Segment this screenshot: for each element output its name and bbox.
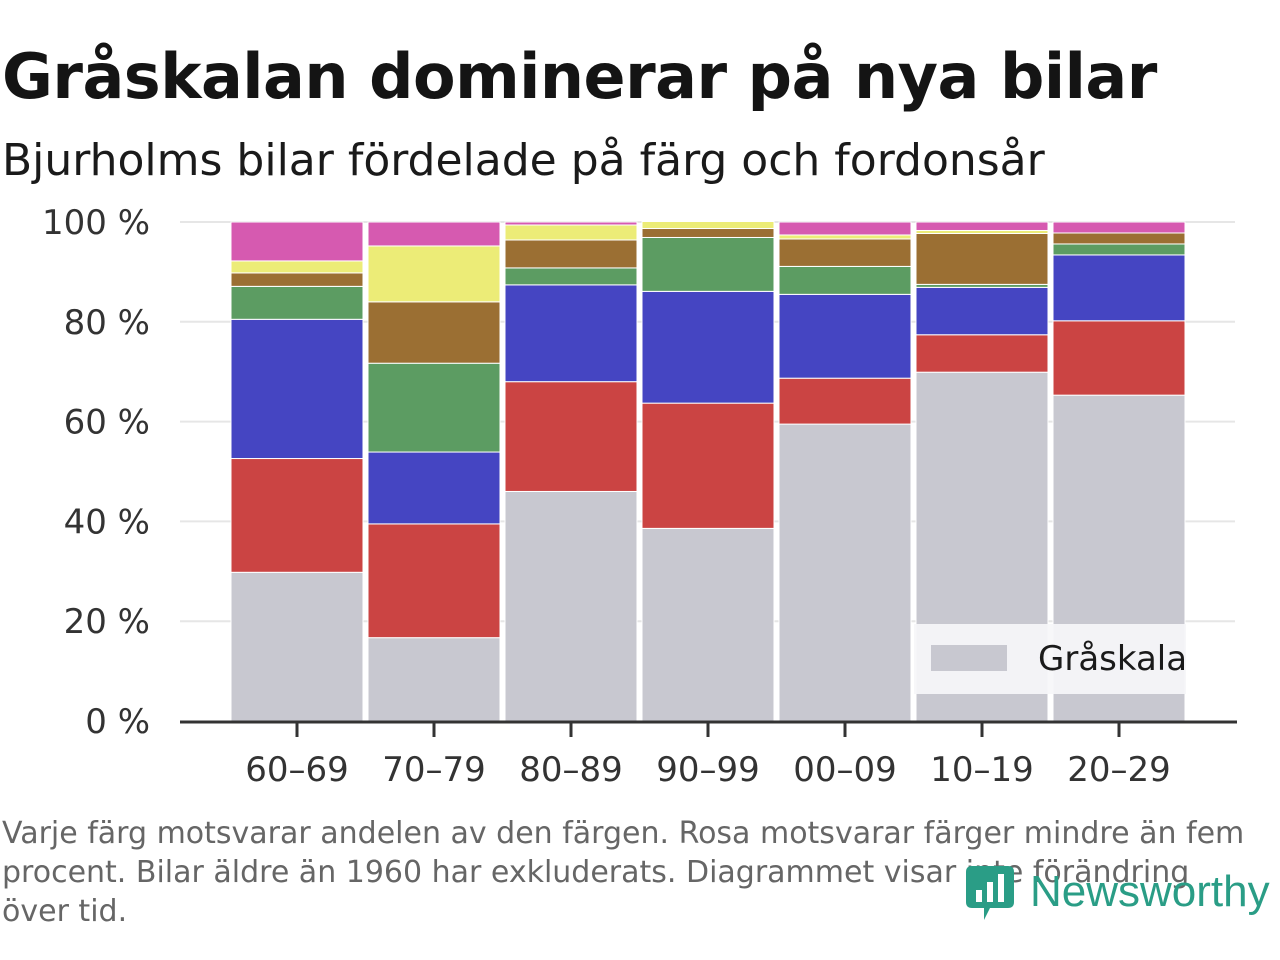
bar-segment-80–89-4: [504, 239, 638, 269]
bar-segment-90–99-4: [641, 227, 775, 238]
newsworthy-logo: Newsworthy: [964, 862, 1270, 922]
x-tick-label: 90–99: [656, 750, 760, 790]
bar-segment-00–09-2: [778, 293, 912, 379]
bars: [230, 221, 1186, 722]
legend-swatch: [931, 645, 1007, 671]
bar-segment-60–69-3: [230, 285, 364, 320]
bar-segment-70–79-0: [367, 637, 501, 722]
x-tick-label: 80–89: [519, 750, 623, 790]
bar-segment-60–69-4: [230, 272, 364, 287]
bar-segment-80–89-0: [504, 490, 638, 722]
bar-segment-60–69-2: [230, 318, 364, 460]
bar-segment-70–79-4: [367, 301, 501, 364]
bar-segment-20–29-6: [1052, 221, 1186, 234]
bar-chart-icon: [966, 866, 1014, 920]
bar-segment-10–19-1: [915, 334, 1049, 373]
bar-segment-90–99-1: [641, 402, 775, 529]
bar-segment-00–09-5: [778, 234, 912, 240]
logo-text: Newsworthy: [1030, 867, 1270, 916]
chart-subtitle: Bjurholms bilar fördelade på färg och fo…: [2, 135, 1045, 186]
legend-label: Gråskala: [1038, 639, 1187, 679]
y-axis-labels: 0 % 20 % 40 % 60 % 80 % 100 %: [42, 203, 150, 742]
x-axis: 60–69 70–79 80–89 90–99 00–09 10–19 20–29: [180, 720, 1237, 790]
legend: Gråskala: [914, 624, 1187, 694]
bar-segment-00–09-4: [778, 238, 912, 267]
bar-segment-10–19-2: [915, 286, 1049, 336]
bar-segment-20–29-3: [1052, 243, 1186, 256]
bar-segment-70–79-2: [367, 451, 501, 525]
bar-segment-00–09-3: [778, 265, 912, 295]
bar-segment-70–79-1: [367, 523, 501, 639]
bar-segment-80–89-2: [504, 284, 638, 383]
bar-segment-80–89-6: [504, 221, 638, 226]
bar-segment-90–99-3: [641, 236, 775, 292]
bar-segment-90–99-0: [641, 527, 775, 722]
bar-segment-60–69-1: [230, 458, 364, 573]
bar-segment-80–89-3: [504, 267, 638, 286]
y-tick-label: 80 %: [64, 303, 150, 343]
bar-segment-60–69-5: [230, 260, 364, 274]
x-tick-label: 60–69: [245, 750, 349, 790]
bar-segment-90–99-5: [641, 221, 775, 229]
bar-segment-70–79-3: [367, 362, 501, 453]
stacked-bar-chart: 0 % 20 % 40 % 60 % 80 % 100 % 60–69 70–79 80–89…: [42, 203, 1237, 790]
y-tick-label: 0 %: [85, 702, 150, 742]
x-tick-label: 10–19: [930, 750, 1034, 790]
bar-segment-20–29-4: [1052, 232, 1186, 245]
y-tick-label: 20 %: [64, 602, 150, 642]
bar-segment-20–29-2: [1052, 254, 1186, 322]
y-tick-label: 100 %: [42, 203, 150, 243]
x-tick-label: 20–29: [1067, 750, 1171, 790]
bar-segment-70–79-5: [367, 245, 501, 303]
bar-segment-10–19-6: [915, 221, 1049, 231]
bar-segment-00–09-6: [778, 221, 912, 236]
x-tick-label: 00–09: [793, 750, 897, 790]
chart-title: Gråskalan dominerar på nya bilar: [2, 40, 1157, 113]
bar-segment-00–09-0: [778, 423, 912, 722]
bar-segment-70–79-6: [367, 221, 501, 247]
bar-segment-60–69-0: [230, 571, 364, 722]
bar-segment-90–99-2: [641, 290, 775, 404]
bar-segment-00–09-1: [778, 377, 912, 425]
y-tick-label: 60 %: [64, 403, 150, 443]
bar-segment-80–89-1: [504, 381, 638, 492]
bar-segment-80–89-5: [504, 224, 638, 241]
bar-segment-10–19-4: [915, 232, 1049, 285]
bar-segment-20–29-1: [1052, 320, 1186, 396]
y-tick-label: 40 %: [64, 502, 150, 542]
x-tick-label: 70–79: [382, 750, 486, 790]
bar-segment-60–69-6: [230, 221, 364, 262]
